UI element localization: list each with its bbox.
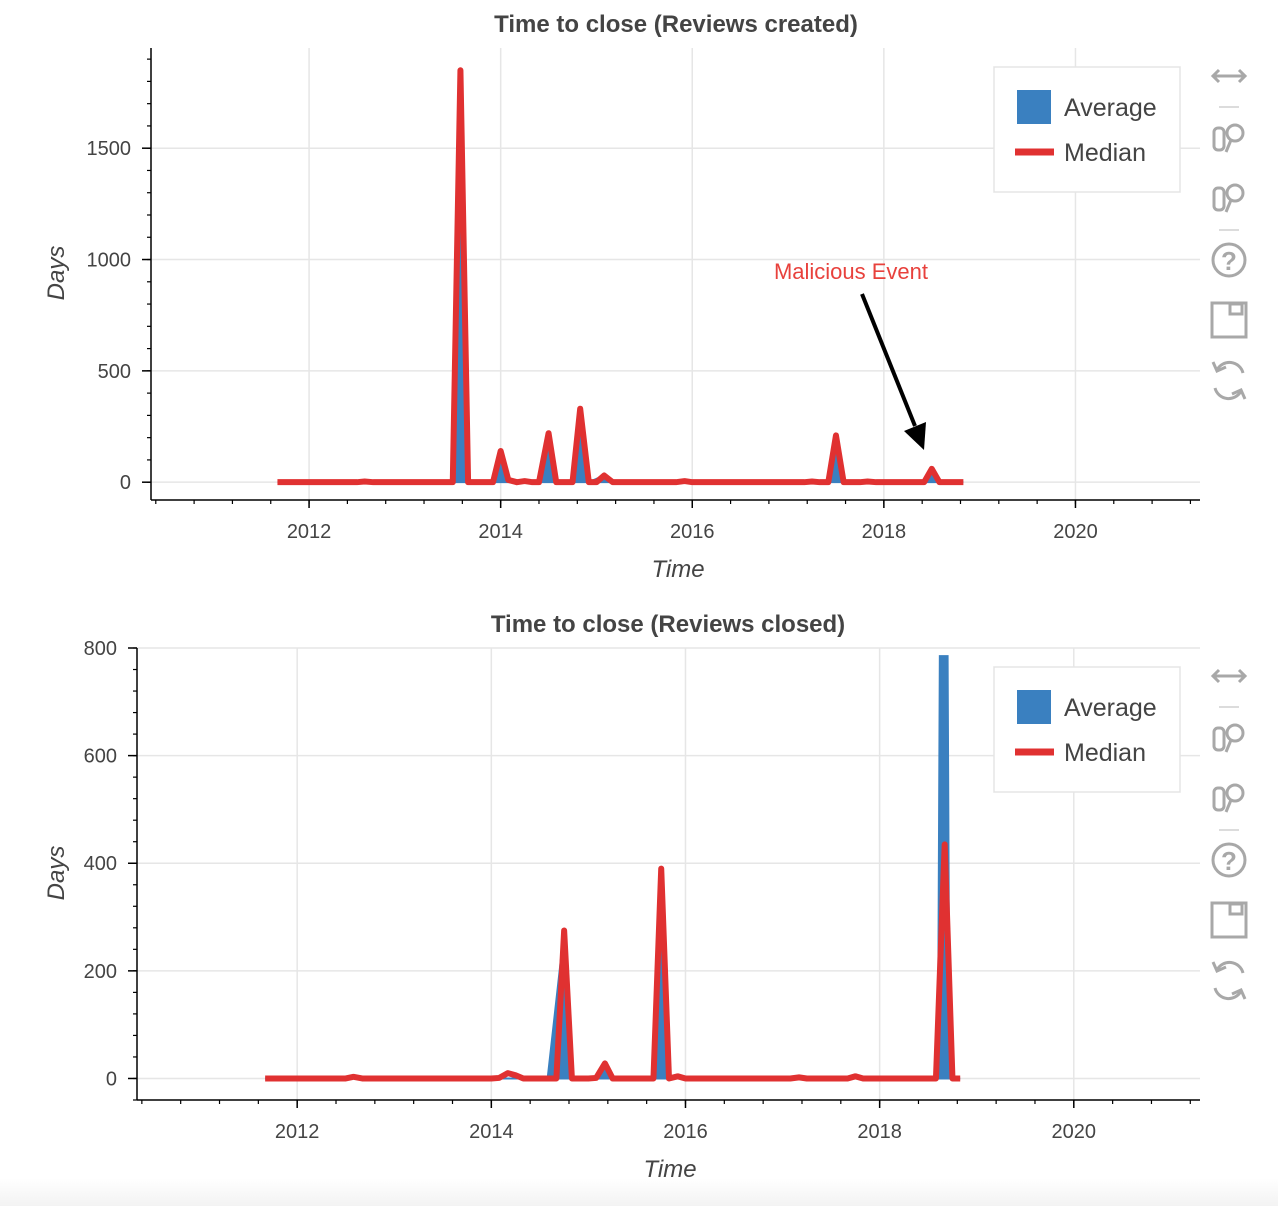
axes: 0 200 400 600 800 2012 2014 2016 2018 2020 <box>84 638 1200 1143</box>
window-bottom-edge <box>0 1178 1278 1206</box>
chart-title: Time to close (Reviews created) <box>494 11 858 38</box>
x-tick-label: 2014 <box>469 1121 514 1143</box>
y-tick-label: 0 <box>120 472 131 494</box>
toolbar: ? <box>1210 68 1248 401</box>
axes: 0 500 1000 1500 2012 2014 2016 2018 2020 <box>87 48 1200 543</box>
legend-label-median: Median <box>1064 139 1146 167</box>
annotation-label: Malicious Event <box>774 259 928 284</box>
reset-icon[interactable] <box>1211 960 1247 1001</box>
annotation-arrow <box>860 293 917 427</box>
x-tick-label: 2014 <box>478 521 523 543</box>
y-tick-label: 800 <box>84 638 117 660</box>
x-tick-label: 2018 <box>857 1121 902 1143</box>
wheel-zoom-icon[interactable] <box>1212 783 1245 813</box>
legend-label-median: Median <box>1064 739 1146 767</box>
legend-label-average: Average <box>1064 94 1157 122</box>
legend-swatch-average <box>1017 90 1051 124</box>
legend-label-average: Average <box>1064 694 1157 722</box>
x-tick-label: 2020 <box>1052 1121 1097 1143</box>
pan-icon[interactable] <box>1210 68 1248 84</box>
x-tick-label: 2020 <box>1053 521 1098 543</box>
help-icon[interactable]: ? <box>1211 842 1247 878</box>
x-tick-label: 2012 <box>287 521 332 543</box>
plot-area[interactable] <box>265 655 961 1082</box>
toolbar: ? <box>1210 668 1248 1001</box>
chart-reviews-closed: Time to close (Reviews closed) 0 200 400 60… <box>43 611 1200 1183</box>
legend[interactable]: Average Median <box>993 666 1181 793</box>
y-tick-label: 500 <box>98 361 131 383</box>
save-icon[interactable] <box>1210 301 1248 339</box>
x-tick-label: 2016 <box>670 521 715 543</box>
series-median-line <box>265 841 961 1082</box>
legend-box <box>993 666 1181 793</box>
y-tick-label: 200 <box>84 961 117 983</box>
plot-area[interactable] <box>277 67 964 486</box>
y-axis-label: Days <box>43 846 70 901</box>
x-tick-label: 2012 <box>275 1121 320 1143</box>
y-tick-label: 400 <box>84 853 117 875</box>
legend-swatch-average <box>1017 690 1051 724</box>
annotation-arrowhead <box>904 422 926 450</box>
svg-text:?: ? <box>1221 846 1237 876</box>
legend[interactable]: Average Median <box>993 66 1181 193</box>
y-tick-label: 1000 <box>87 250 132 272</box>
y-tick-label: 1500 <box>87 138 132 160</box>
box-zoom-icon[interactable] <box>1212 723 1245 753</box>
legend-box <box>993 66 1181 193</box>
x-tick-label: 2018 <box>862 521 907 543</box>
x-axis-label: Time <box>651 556 704 583</box>
wheel-zoom-icon[interactable] <box>1212 183 1245 213</box>
y-tick-label: 600 <box>84 746 117 768</box>
help-icon[interactable]: ? <box>1211 242 1247 278</box>
annotation: Malicious Event <box>774 259 928 450</box>
svg-text:?: ? <box>1221 246 1237 276</box>
pan-icon[interactable] <box>1210 668 1248 684</box>
chart-reviews-created: Time to close (Reviews created) 0 500 1000… <box>43 11 1200 583</box>
y-axis-label: Days <box>43 246 70 301</box>
series-median-line <box>277 67 964 486</box>
series-average-area <box>265 655 961 1080</box>
save-icon[interactable] <box>1210 901 1248 939</box>
chart-title: Time to close (Reviews closed) <box>491 611 845 638</box>
x-tick-label: 2016 <box>663 1121 708 1143</box>
y-tick-label: 0 <box>106 1068 117 1090</box>
reset-icon[interactable] <box>1211 360 1247 401</box>
box-zoom-icon[interactable] <box>1212 123 1245 153</box>
